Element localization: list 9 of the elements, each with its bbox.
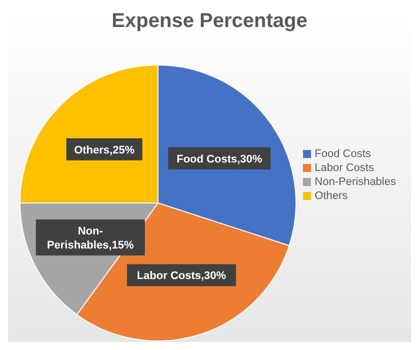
legend-label: Labor Costs — [314, 162, 374, 174]
data-label: Food Costs,30% — [176, 153, 262, 166]
chart-title: Expense Percentage — [110, 10, 308, 33]
data-label: Labor Costs,30% — [136, 270, 226, 282]
legend-label: Non-Perishables — [314, 176, 396, 188]
legend-label: Others — [314, 190, 348, 202]
data-label: Non-Perishables,15% — [46, 225, 134, 252]
legend-label: Food Costs — [314, 148, 371, 160]
data-label: Others,25% — [74, 144, 135, 156]
